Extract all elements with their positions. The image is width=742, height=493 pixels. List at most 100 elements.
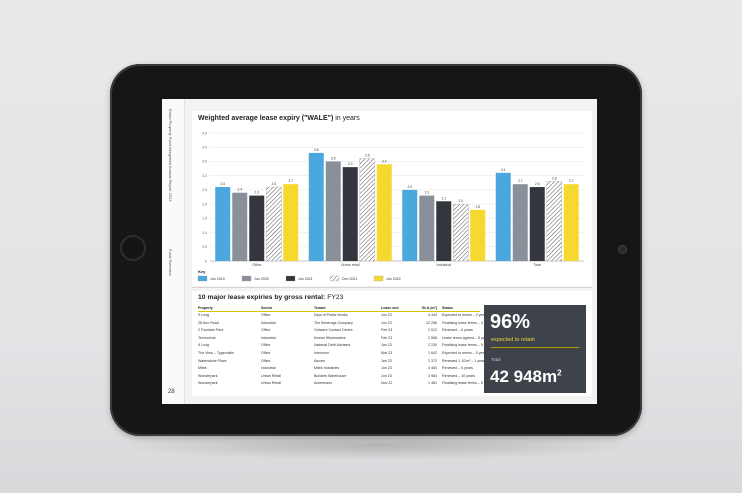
section-divider xyxy=(192,287,592,288)
bar xyxy=(232,192,248,261)
header-property: Property xyxy=(198,306,213,310)
bar xyxy=(529,187,545,261)
y-tick-label: 0 xyxy=(205,259,207,263)
bar xyxy=(563,184,579,261)
bar xyxy=(376,164,392,261)
cell-sector: Office xyxy=(261,343,271,348)
cell-gla: 2 012 xyxy=(428,328,437,333)
chart-title-text: Weighted average lease expiry ("WALE") xyxy=(198,115,334,122)
bar-value-label: 1.8 xyxy=(476,205,481,209)
cell-tenant: Interconn xyxy=(314,351,329,355)
bar xyxy=(325,161,341,261)
page-number: 28 xyxy=(168,389,175,395)
retention-percent: 96% xyxy=(490,311,531,333)
header-lease-end: Lease end xyxy=(381,306,399,310)
cell-tenant: Mitek Industries xyxy=(314,366,340,371)
header-status: Status xyxy=(442,306,453,310)
bar-value-label: 2.0 xyxy=(459,199,464,203)
legend-title: Key xyxy=(198,269,206,274)
cell-tenant: The Beverage Company xyxy=(314,320,353,325)
cell-gla: 4 444 xyxy=(428,313,437,317)
cell-status: Expected to renew – 2 years xyxy=(442,313,488,317)
table-title-text: 10 major lease expiries by gross rental: xyxy=(198,294,326,301)
table-title-fy: FY23 xyxy=(327,294,344,301)
bar xyxy=(512,184,528,261)
y-tick-label: 0.5 xyxy=(202,245,207,249)
bar xyxy=(402,189,418,261)
legend-swatch xyxy=(197,275,208,282)
cell-gla: 2 230 xyxy=(428,343,437,348)
cell-sector: Urban Retail xyxy=(261,373,281,378)
bar-value-label: 3.5 xyxy=(331,156,336,160)
home-button[interactable] xyxy=(120,235,146,261)
bar-value-label: 2.1 xyxy=(442,196,447,200)
bar-value-label: 2.7 xyxy=(289,179,294,183)
cell-lease-end: Feb 23 xyxy=(381,335,393,340)
cell-lease-end: Jun 23 xyxy=(381,373,392,378)
chart-title-unit: in years xyxy=(335,115,360,122)
bar xyxy=(215,187,231,261)
cell-sector: Office xyxy=(261,358,271,363)
cell-status: Renewed – 6 years xyxy=(442,328,473,333)
bar xyxy=(249,195,265,261)
lease-expiries-panel: 10 major lease expiries by gross rental:… xyxy=(192,291,592,396)
bar xyxy=(470,209,486,261)
y-tick-label: 2.0 xyxy=(202,202,207,206)
tablet-screen: Emira Property Fund Integrated Annual Re… xyxy=(162,99,597,404)
header-tenant: Tenant xyxy=(314,306,326,310)
bar xyxy=(495,172,511,261)
bar xyxy=(359,158,375,262)
cell-gla: 2 566 xyxy=(428,335,437,340)
y-tick-label: 2.5 xyxy=(202,188,207,192)
cell-lease-end: Jun 23 xyxy=(381,343,392,348)
cell-status: Finalising lease terms – 5 years xyxy=(442,381,493,386)
y-tick-label: 3.5 xyxy=(202,160,207,164)
y-tick-label: 1.5 xyxy=(202,217,207,221)
cell-status: Renewed – 10 years xyxy=(442,373,475,378)
cell-property: 28 Ann Road xyxy=(198,320,219,325)
bar-value-label: 2.7 xyxy=(518,179,523,183)
wale-chart-panel: Weighted average lease expiry ("WALE") i… xyxy=(192,111,592,286)
legend-label: Jun 2021 xyxy=(298,277,313,281)
table-row: 28 Ann Road Industrial The Beverage Compan… xyxy=(198,320,493,327)
wale-bar-chart: 0 0.5 1.0 1.5 2.0 2.5 3.0 3.5 4.0 4.5 2.6 2.4 2.3 2.6… xyxy=(197,131,584,282)
cell-sector: Office xyxy=(261,313,271,317)
table-header: Property Sector Tenant Lease end GLA (m²… xyxy=(198,305,480,312)
legend-swatch xyxy=(241,275,252,282)
chart-title: Weighted average lease expiry ("WALE") i… xyxy=(198,115,360,122)
cell-status: Finalising lease terms – 3 years xyxy=(442,320,493,325)
cell-tenant: Outware Contact Centre xyxy=(314,328,353,333)
legend-label: Jun 2020 xyxy=(254,277,269,281)
legend-label: Jun 2019 xyxy=(210,277,225,281)
bar-value-label: 2.3 xyxy=(255,191,260,195)
cell-status: Expected to renew – 5 years xyxy=(442,351,488,355)
bar xyxy=(436,201,452,261)
stat-divider xyxy=(491,347,579,348)
camera-icon xyxy=(618,245,627,254)
table-row: Mitek Industrial Mitek Industries Jun 23 4 4… xyxy=(198,365,480,372)
cell-property: Wonderpark xyxy=(198,373,218,378)
cell-sector: Office xyxy=(261,351,271,355)
bar-value-label: 2.7 xyxy=(569,179,574,183)
header-sector: Sector xyxy=(261,306,273,310)
cell-lease-end: Jun 23 xyxy=(381,313,392,317)
bar xyxy=(308,152,324,261)
cell-lease-end: Feb 23 xyxy=(381,328,393,333)
bar xyxy=(419,195,435,261)
category-label: Office xyxy=(252,263,261,267)
table-title: 10 major lease expiries by gross rental:… xyxy=(198,294,343,301)
cell-sector: Industrial xyxy=(261,320,276,325)
report-spine: Emira Property Fund Integrated Annual Re… xyxy=(162,99,185,404)
cell-property: Wonderpark xyxy=(198,381,218,386)
table-row: 9 Long Office National Debt Advisers Jun 23… xyxy=(198,342,493,349)
cell-property: 2 Fountain Park xyxy=(198,328,224,333)
bar-value-label: 3.3 xyxy=(348,162,353,166)
bar-value-label: 2.6 xyxy=(535,182,540,186)
retention-caption: expected to retain xyxy=(491,337,535,343)
cell-tenant: Ascom xyxy=(314,358,325,363)
cell-tenant: Kessel Wholesalers xyxy=(314,335,346,340)
cell-gla: 1 642 xyxy=(428,351,437,355)
bar xyxy=(283,184,299,261)
bar-value-label: 2.3 xyxy=(425,191,430,195)
cell-lease-end: Nov 22 xyxy=(381,381,393,386)
